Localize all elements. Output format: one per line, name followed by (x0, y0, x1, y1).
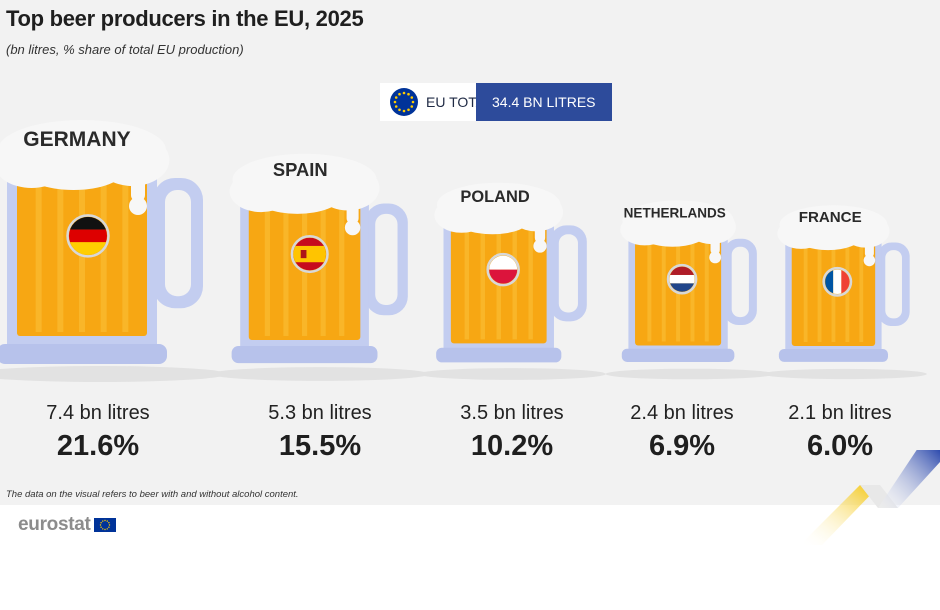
chart-subtitle: (bn litres, % share of total EU producti… (6, 42, 244, 57)
share-label: 15.5% (278, 430, 362, 462)
eu-flag-icon (390, 88, 418, 116)
country-label-france: FRANCE (799, 209, 862, 226)
beer-mug-germany: GERMANY (0, 120, 228, 382)
chart-title: Top beer producers in the EU, 2025 (6, 6, 364, 31)
value-label: 2.1 bn litres (788, 402, 892, 424)
value-label: 7.4 bn litres (46, 402, 150, 424)
footnote: The data on the visual refers to beer wi… (6, 489, 299, 500)
eu-flag-icon (93, 518, 116, 532)
beer-mug-france: FRANCE (763, 205, 927, 380)
france-flag-icon (825, 269, 850, 294)
share-label: 6.0% (806, 430, 874, 462)
country-label-poland: POLAND (460, 188, 529, 206)
eu-total-value: 34.4 BN LITRES (476, 83, 612, 121)
beer-mug-poland: POLAND (418, 182, 606, 380)
decorative-ribbon (800, 450, 940, 545)
share-label: 21.6% (56, 430, 140, 462)
value-label: 5.3 bn litres (268, 402, 372, 424)
country-label-netherlands: NETHERLANDS (624, 206, 726, 221)
beer-mug-netherlands: NETHERLANDS (605, 200, 775, 380)
germany-flag-icon (69, 216, 107, 255)
eu-total-label-box: EU TOTAL (380, 83, 493, 121)
country-label-spain: SPAIN (273, 159, 328, 180)
value-label: 3.5 bn litres (460, 402, 564, 424)
poland-flag-icon (489, 255, 518, 284)
beer-foam (777, 205, 890, 267)
eurostat-wordmark: eurostat (18, 514, 91, 535)
eurostat-logo: eurostat (18, 514, 116, 536)
share-label: 10.2% (470, 430, 554, 462)
beer-foam (0, 120, 170, 215)
beer-mug-chart: GERMANY SPAIN POLAND NETHERLANDS FRANCE (0, 120, 927, 382)
beer-foam (620, 200, 736, 264)
beer-foam (434, 182, 564, 253)
value-label: 2.4 bn litres (630, 402, 734, 424)
beer-mug-spain: SPAIN (210, 153, 430, 381)
eu-total-badge: EU TOTAL 34.4 BN LITRES (380, 83, 612, 121)
netherlands-flag-icon (669, 266, 695, 292)
share-label: 6.9% (648, 430, 716, 462)
beer-foam (229, 153, 380, 236)
country-label-germany: GERMANY (23, 128, 130, 151)
spain-flag-icon (293, 237, 327, 271)
